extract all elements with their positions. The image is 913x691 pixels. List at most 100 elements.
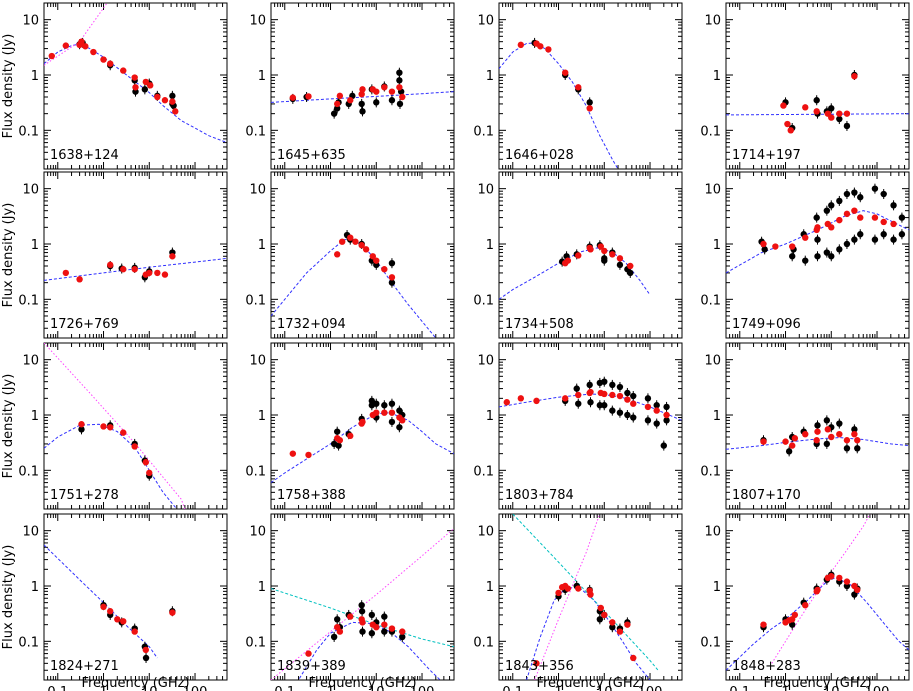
source-name: 1803+784 (505, 488, 574, 503)
data-point (828, 433, 835, 441)
data-point (373, 257, 380, 264)
y-tick-label: 0.1 (473, 293, 494, 308)
y-tick-label: 10 (477, 525, 494, 540)
data-point (545, 46, 552, 53)
plot-area (512, 514, 659, 680)
data-point-black (609, 623, 616, 631)
fit-curve-power (44, 544, 158, 659)
y-tick-label: 1 (713, 69, 721, 84)
data-point (564, 585, 572, 592)
data-point-black (388, 418, 396, 426)
y-tick-label: 10 (477, 14, 494, 29)
data-point (813, 437, 820, 444)
data-point (802, 234, 809, 241)
source-name: 1714+197 (732, 148, 801, 163)
data-point (787, 127, 794, 134)
y-tick-label: 0.1 (473, 464, 494, 479)
source-name: 1732+094 (277, 317, 346, 332)
data-point (305, 650, 312, 657)
plot-area (44, 343, 186, 509)
y-tick-label: 10 (249, 183, 266, 198)
data-point (597, 243, 605, 250)
data-point (388, 88, 396, 95)
data-point-black (836, 115, 843, 123)
y-tick-label: 10 (704, 525, 721, 540)
data-point (802, 430, 809, 438)
data-point-black (596, 616, 604, 623)
data-point-black (823, 417, 831, 424)
data-point-black (388, 97, 396, 104)
data-point (587, 246, 594, 253)
data-point-black (871, 185, 879, 192)
data-point (503, 399, 510, 406)
data-point (789, 243, 796, 250)
data-point-black (836, 420, 843, 427)
data-point (381, 266, 388, 273)
data-point (142, 459, 150, 466)
plot-area (499, 37, 619, 169)
data-point-black (141, 86, 149, 93)
plot-frame (270, 171, 455, 339)
data-point (107, 608, 114, 615)
data-point (120, 266, 127, 273)
data-point (828, 114, 835, 121)
y-axis-label: Flux density (Jy) (1, 374, 16, 479)
data-point (836, 574, 843, 582)
x-tick-label: 0.1 (274, 685, 295, 691)
data-point (362, 246, 370, 253)
x-tick-label: 100 (183, 685, 208, 691)
fit-curve-power (271, 91, 454, 103)
source-name: 1848+283 (732, 659, 801, 674)
data-point (564, 257, 572, 264)
data-point-black (381, 402, 388, 409)
data-point (653, 407, 660, 414)
data-point (142, 78, 150, 86)
data-point (601, 611, 608, 619)
data-point (537, 43, 544, 50)
data-point (334, 251, 341, 258)
y-tick-label: 10 (22, 525, 39, 540)
data-point (517, 395, 525, 402)
source-name: 1726+769 (50, 317, 119, 332)
data-point-black (596, 402, 604, 409)
data-point-black (368, 630, 376, 637)
data-point-black (573, 385, 580, 392)
data-point (791, 435, 799, 442)
data-point-black (843, 190, 851, 198)
data-point-black (823, 207, 831, 214)
data-point (100, 423, 107, 430)
x-tick-label: 10 (141, 685, 158, 691)
data-point (784, 120, 791, 128)
data-point (347, 613, 354, 620)
data-point (169, 98, 176, 105)
x-tick-label: 1 (99, 685, 107, 691)
data-point-black (358, 608, 366, 615)
data-point-black (828, 253, 835, 260)
data-point (562, 395, 569, 402)
x-tick-label: 0.1 (729, 685, 750, 691)
data-point (359, 86, 366, 93)
plot-frame (270, 513, 455, 681)
data-point-black (828, 202, 835, 209)
data-point-black (871, 236, 879, 243)
data-point-black (814, 253, 821, 260)
data-point (339, 238, 346, 245)
data-point (369, 253, 377, 260)
data-point (289, 450, 297, 457)
data-point (828, 224, 835, 231)
data-point-black (396, 424, 403, 431)
data-point (381, 621, 388, 628)
source-name: 1758+388 (277, 488, 346, 503)
data-point-black (653, 420, 660, 427)
data-point (601, 247, 608, 255)
data-point (62, 269, 70, 277)
data-point-black (789, 253, 796, 260)
data-point-black (334, 428, 341, 435)
data-point (630, 400, 637, 407)
data-point (854, 586, 861, 594)
data-point-black (851, 426, 858, 433)
y-tick-label: 1 (486, 69, 494, 84)
data-point-black (814, 236, 821, 243)
fit-curve-peaked (726, 437, 909, 450)
